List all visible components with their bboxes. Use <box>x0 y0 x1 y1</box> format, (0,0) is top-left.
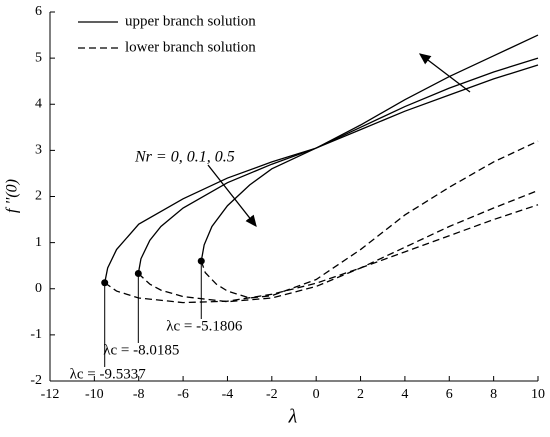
y-tick-label: 4 <box>35 96 42 111</box>
legend-label: lower branch solution <box>125 39 256 55</box>
curve <box>200 34 539 262</box>
y-tick-label: 2 <box>35 189 42 204</box>
x-tick-label: -4 <box>222 387 234 402</box>
y-tick-label: 5 <box>35 50 42 65</box>
x-tick-label: -10 <box>85 387 104 402</box>
x-label: λ <box>288 406 298 428</box>
x-tick-label: 4 <box>401 387 408 402</box>
y-tick-label: -1 <box>30 327 42 342</box>
x-tick-label: -12 <box>41 387 60 402</box>
x-tick-label: -8 <box>133 387 145 402</box>
curve <box>104 204 539 304</box>
y-tick-label: 0 <box>35 281 42 296</box>
legend-label: upper branch solution <box>125 13 256 29</box>
y-tick-label: 6 <box>35 4 42 19</box>
y-tick-label: 3 <box>35 143 42 158</box>
arrow <box>207 164 257 228</box>
critical-label: λc = -5.1806 <box>166 318 243 334</box>
x-tick-label: 2 <box>357 387 364 402</box>
y-tick-label: 1 <box>35 235 42 250</box>
curve <box>137 189 539 303</box>
x-tick-label: -6 <box>177 387 189 402</box>
critical-label: λc = -9.5337 <box>70 366 147 382</box>
arrow <box>418 53 471 93</box>
x-tick-label: -2 <box>266 387 278 402</box>
x-tick-label: 8 <box>490 387 497 402</box>
y-label: f ''(0) <box>4 179 21 213</box>
curve <box>104 64 539 283</box>
critical-label: λc = -8.0185 <box>103 342 179 358</box>
curve <box>137 57 539 274</box>
curve <box>200 140 539 299</box>
critical-point <box>134 270 142 278</box>
y-tick-label: -2 <box>30 373 42 388</box>
x-tick-label: 10 <box>531 387 545 402</box>
critical-point <box>101 279 109 287</box>
x-tick-label: 6 <box>446 387 453 402</box>
critical-point <box>197 257 205 265</box>
annotation: Nr = 0, 0.1, 0.5 <box>134 149 235 166</box>
x-tick-label: 0 <box>313 387 320 402</box>
